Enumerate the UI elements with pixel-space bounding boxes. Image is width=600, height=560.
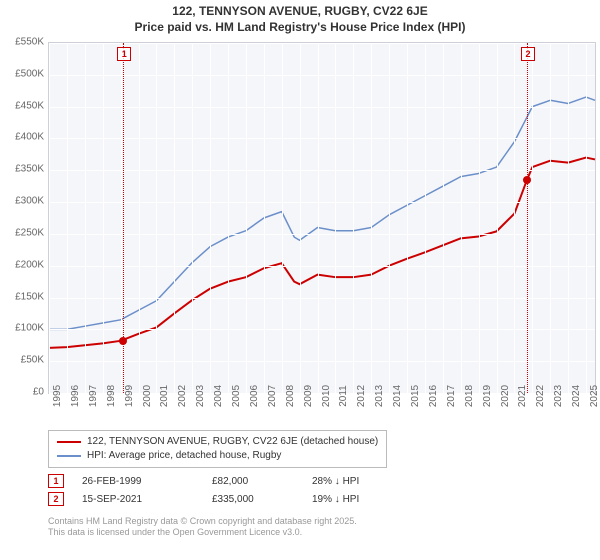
chart: 12 £0£50K£100K£150K£200K£250K£300K£350K£…: [6, 42, 594, 422]
sale-marker-date: 26-FEB-1999: [82, 476, 212, 487]
x-axis-label: 1998: [106, 385, 117, 407]
y-axis-label: £450K: [0, 100, 44, 111]
x-axis-label: 2013: [374, 385, 385, 407]
x-axis-label: 2001: [159, 385, 170, 407]
x-axis-label: 2003: [195, 385, 206, 407]
x-axis-label: 2002: [177, 385, 188, 407]
sale-marker-price: £335,000: [212, 494, 312, 505]
sale-marker-pct: 28% ↓ HPI: [312, 476, 422, 487]
chart-marker-box: 1: [117, 47, 131, 61]
x-axis-label: 1999: [124, 385, 135, 407]
x-axis-label: 2007: [267, 385, 278, 407]
x-axis-label: 2019: [482, 385, 493, 407]
sale-marker-row: 2 15-SEP-2021 £335,000 19% ↓ HPI: [48, 490, 422, 508]
x-axis-label: 2006: [249, 385, 260, 407]
x-axis-label: 2005: [231, 385, 242, 407]
x-axis-label: 2009: [303, 385, 314, 407]
y-axis-label: £300K: [0, 196, 44, 207]
x-axis-label: 2025: [589, 385, 600, 407]
chart-title-line2: Price paid vs. HM Land Registry's House …: [0, 20, 600, 36]
x-axis-label: 2014: [392, 385, 403, 407]
x-axis-label: 2004: [213, 385, 224, 407]
y-axis-label: £250K: [0, 227, 44, 238]
sale-marker-row: 1 26-FEB-1999 £82,000 28% ↓ HPI: [48, 472, 422, 490]
footer-note: Contains HM Land Registry data © Crown c…: [48, 516, 357, 539]
chart-title-line1: 122, TENNYSON AVENUE, RUGBY, CV22 6JE: [0, 4, 600, 20]
y-axis-label: £550K: [0, 37, 44, 48]
chart-marker-dot: [523, 176, 531, 184]
y-axis-label: £150K: [0, 291, 44, 302]
x-axis-label: 2017: [446, 385, 457, 407]
y-axis-label: £200K: [0, 259, 44, 270]
sale-marker-price: £82,000: [212, 476, 312, 487]
x-axis-label: 2012: [356, 385, 367, 407]
legend-swatch: [57, 441, 81, 443]
legend-swatch: [57, 455, 81, 457]
y-axis-label: £500K: [0, 68, 44, 79]
x-axis-label: 2020: [500, 385, 511, 407]
chart-marker-dot: [119, 337, 127, 345]
x-axis-label: 2010: [321, 385, 332, 407]
legend: 122, TENNYSON AVENUE, RUGBY, CV22 6JE (d…: [48, 430, 387, 468]
x-axis-label: 2016: [428, 385, 439, 407]
footer-line1: Contains HM Land Registry data © Crown c…: [48, 516, 357, 527]
sale-markers-table: 1 26-FEB-1999 £82,000 28% ↓ HPI 2 15-SEP…: [48, 472, 422, 508]
x-axis-label: 2008: [285, 385, 296, 407]
y-axis-label: £400K: [0, 132, 44, 143]
legend-item: HPI: Average price, detached house, Rugb…: [57, 449, 378, 463]
x-axis-label: 1996: [70, 385, 81, 407]
x-axis-label: 2018: [464, 385, 475, 407]
sale-marker-symbol: 1: [48, 474, 64, 488]
legend-label: 122, TENNYSON AVENUE, RUGBY, CV22 6JE (d…: [87, 435, 378, 449]
x-axis-label: 2022: [535, 385, 546, 407]
x-axis-label: 2015: [410, 385, 421, 407]
y-axis-label: £50K: [0, 355, 44, 366]
sale-marker-symbol: 2: [48, 492, 64, 506]
x-axis-label: 2024: [571, 385, 582, 407]
x-axis-label: 2000: [142, 385, 153, 407]
legend-item: 122, TENNYSON AVENUE, RUGBY, CV22 6JE (d…: [57, 435, 378, 449]
x-axis-label: 2021: [517, 385, 528, 407]
sale-marker-pct: 19% ↓ HPI: [312, 494, 422, 505]
x-axis-label: 1997: [88, 385, 99, 407]
x-axis-label: 2023: [553, 385, 564, 407]
x-axis-label: 1995: [52, 385, 63, 407]
y-axis-label: £350K: [0, 164, 44, 175]
sale-marker-date: 15-SEP-2021: [82, 494, 212, 505]
chart-title-block: 122, TENNYSON AVENUE, RUGBY, CV22 6JE Pr…: [0, 0, 600, 35]
plot-area: 12: [48, 42, 596, 394]
chart-lines: [49, 43, 595, 393]
x-axis-label: 2011: [338, 385, 349, 407]
legend-label: HPI: Average price, detached house, Rugb…: [87, 449, 281, 463]
chart-marker-box: 2: [521, 47, 535, 61]
y-axis-label: £0: [0, 387, 44, 398]
y-axis-label: £100K: [0, 323, 44, 334]
footer-line2: This data is licensed under the Open Gov…: [48, 527, 357, 538]
